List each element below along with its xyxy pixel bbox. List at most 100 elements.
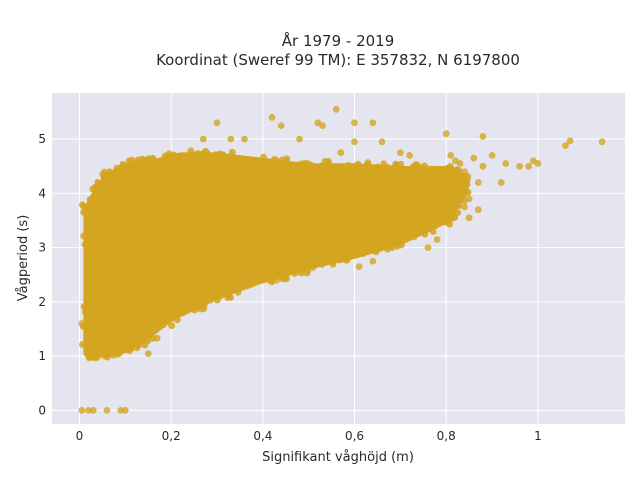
cloud-edge-point bbox=[124, 166, 132, 174]
cloud-edge-point bbox=[324, 255, 331, 263]
scatter-point bbox=[397, 211, 404, 219]
scatter-point bbox=[442, 179, 450, 186]
cloud-edge-point bbox=[343, 256, 351, 264]
scatter-point bbox=[89, 407, 97, 414]
cloud-edge-point bbox=[311, 257, 319, 264]
cloud-edge-point bbox=[89, 185, 97, 193]
scatter-point bbox=[144, 350, 152, 357]
scatter-point bbox=[277, 122, 285, 129]
scatter-point bbox=[410, 233, 418, 241]
cloud-edge-point bbox=[81, 241, 89, 249]
scatter-point bbox=[465, 214, 473, 222]
scatter-point bbox=[502, 160, 510, 167]
cloud-edge-point bbox=[119, 161, 127, 168]
cloud-edge-point bbox=[180, 309, 188, 316]
cloud-edge-point bbox=[78, 201, 86, 209]
scatter-point bbox=[378, 138, 386, 146]
scatter-point bbox=[227, 135, 235, 143]
cloud-edge-point bbox=[100, 177, 108, 185]
cloud-edge-point bbox=[86, 196, 94, 204]
scatter-point bbox=[351, 138, 358, 146]
scatter-point bbox=[497, 179, 505, 186]
scatter-point bbox=[452, 198, 459, 205]
cloud-edge-point bbox=[455, 166, 462, 174]
x-tick-label: 1 bbox=[534, 429, 542, 443]
scatter-point bbox=[406, 152, 413, 159]
cloud-edge-point bbox=[248, 156, 256, 164]
cloud-edge-point bbox=[308, 164, 316, 172]
cloud-edge-point bbox=[456, 187, 464, 195]
cloud-edge-point bbox=[393, 163, 400, 171]
cloud-edge-point bbox=[133, 158, 141, 166]
cloud-edge-point bbox=[400, 166, 408, 174]
cloud-edge-point bbox=[318, 162, 326, 170]
cloud-edge-point bbox=[79, 341, 86, 348]
cloud-edge-point bbox=[372, 248, 380, 256]
scatter-point bbox=[419, 222, 427, 230]
cloud-edge-point bbox=[153, 334, 161, 342]
cloud-edge-point bbox=[448, 206, 455, 214]
cloud-edge-point bbox=[452, 172, 459, 180]
cloud-edge-point bbox=[446, 220, 453, 228]
cloud-edge-point bbox=[377, 244, 385, 252]
scatter-point bbox=[369, 257, 377, 265]
cloud-edge-point bbox=[139, 155, 146, 163]
y-tick-label: 5 bbox=[38, 132, 46, 146]
cloud-edge-point bbox=[329, 260, 337, 268]
scatter-point bbox=[525, 162, 533, 170]
cloud-edge-point bbox=[279, 274, 286, 281]
scatter-point bbox=[296, 135, 303, 143]
cloud-edge-point bbox=[234, 288, 242, 296]
cloud-edge-point bbox=[291, 163, 299, 170]
scatter-point bbox=[99, 276, 106, 284]
scatter-point bbox=[241, 135, 248, 143]
cloud-edge-point bbox=[395, 239, 402, 247]
cloud-edge-point bbox=[359, 250, 367, 257]
cloud-edge-point bbox=[100, 352, 108, 360]
scatter-point bbox=[442, 130, 450, 138]
scatter-point bbox=[103, 407, 111, 414]
scatter-point bbox=[397, 149, 404, 157]
scatter-point bbox=[516, 162, 523, 170]
cloud-edge-point bbox=[291, 270, 299, 277]
cloud-edge-point bbox=[228, 148, 236, 156]
x-tick-label: 0,6 bbox=[345, 429, 364, 443]
cloud-edge-point bbox=[85, 354, 93, 362]
cloud-edge-point bbox=[302, 259, 310, 267]
scatter-point bbox=[387, 195, 395, 203]
cloud-edge-point bbox=[348, 167, 356, 175]
cloud-edge-point bbox=[201, 300, 208, 308]
cloud-edge-point bbox=[92, 194, 100, 202]
cloud-edge-point bbox=[192, 303, 200, 311]
cloud-edge-point bbox=[86, 211, 93, 219]
dense-point-cloud bbox=[78, 147, 472, 362]
scatter-point bbox=[351, 119, 358, 127]
scatter-point bbox=[79, 322, 87, 330]
cloud-edge-point bbox=[241, 157, 249, 165]
y-tick-label: 0 bbox=[38, 403, 46, 417]
cloud-edge-point bbox=[141, 162, 149, 170]
cloud-edge-point bbox=[345, 161, 352, 169]
x-axis-label: Signifikant våghöjd (m) bbox=[262, 450, 414, 465]
scatter-point bbox=[461, 203, 468, 211]
scatter-point bbox=[337, 149, 345, 157]
cloud-edge-point bbox=[343, 250, 350, 258]
scatter-point bbox=[121, 407, 129, 414]
cloud-edge-point bbox=[398, 232, 405, 239]
scatter-point bbox=[319, 122, 326, 129]
cloud-edge-point bbox=[197, 305, 205, 313]
scatter-point bbox=[273, 276, 280, 284]
cloud-edge-point bbox=[93, 345, 100, 353]
cloud-edge-point bbox=[350, 249, 358, 257]
cloud-edge-point bbox=[281, 163, 289, 171]
scatter-point bbox=[415, 162, 423, 170]
scatter-point bbox=[126, 347, 134, 355]
scatter-point bbox=[598, 138, 606, 146]
scatter-point bbox=[199, 135, 207, 143]
scatter-point bbox=[566, 137, 574, 145]
cloud-edge-point bbox=[451, 213, 459, 221]
cloud-edge-point bbox=[318, 260, 326, 268]
cloud-edge-point bbox=[380, 238, 388, 246]
cloud-edge-point bbox=[211, 155, 219, 163]
